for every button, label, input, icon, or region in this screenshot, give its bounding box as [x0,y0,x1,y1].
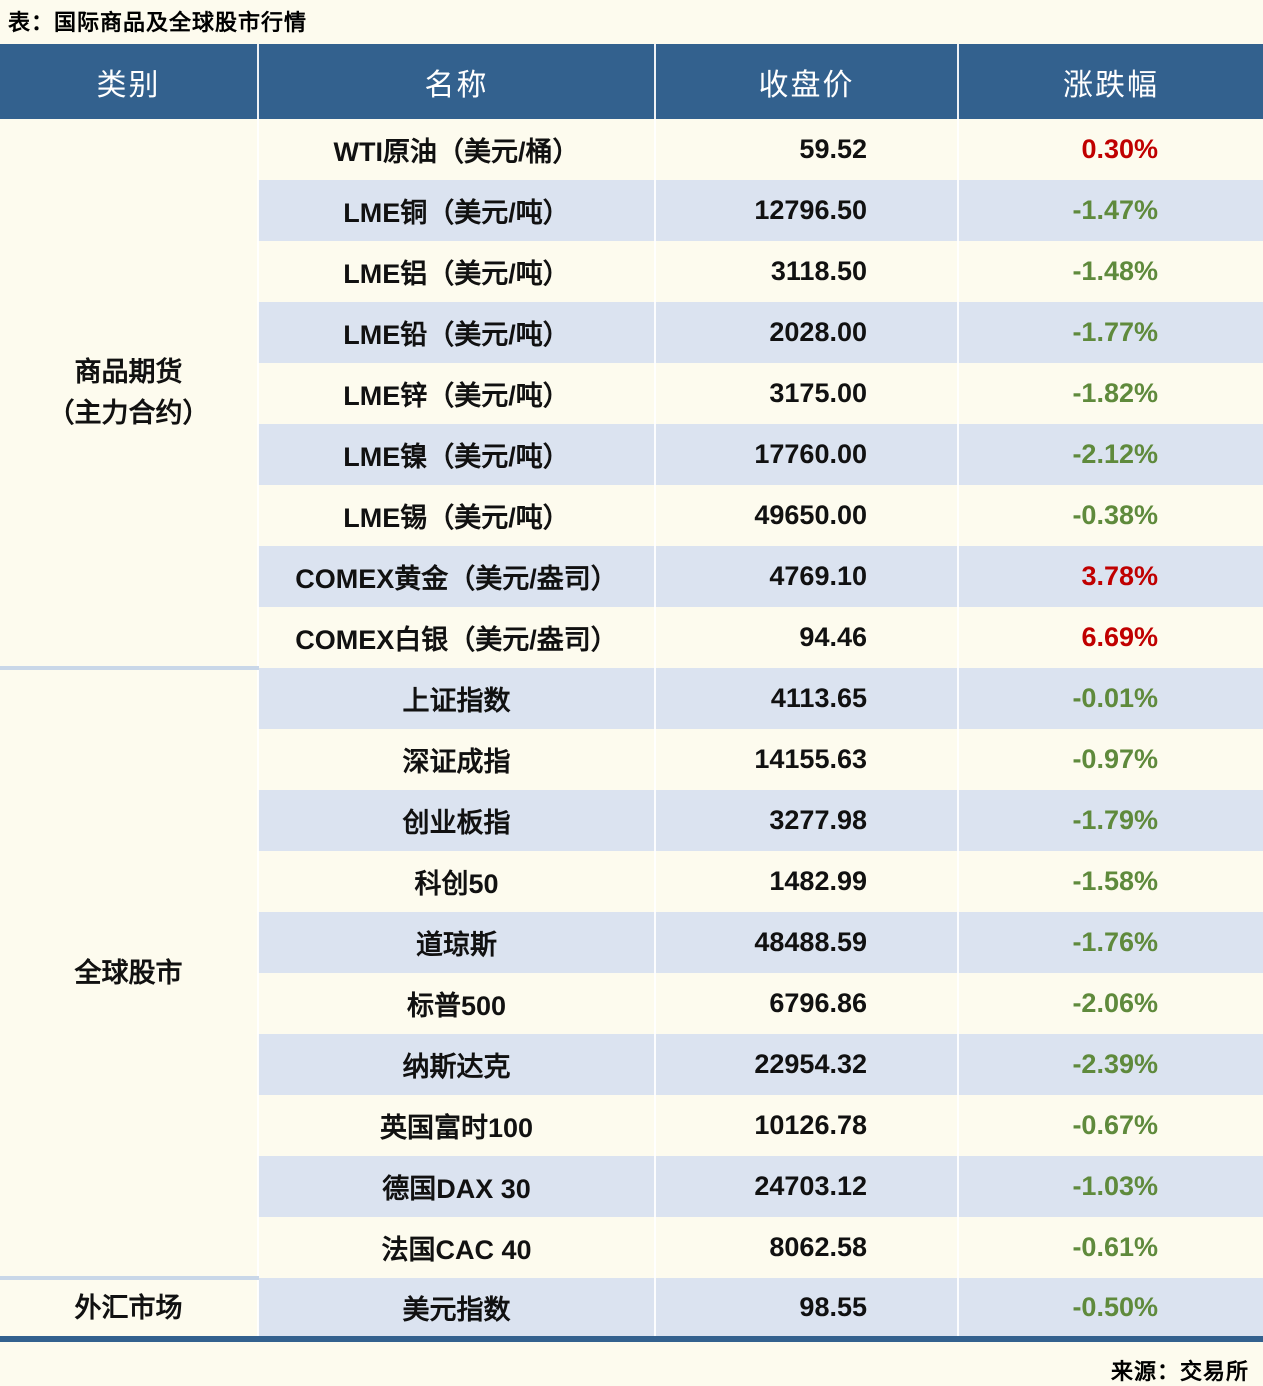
name-cell: COMEX黄金（美元/盎司） [257,546,655,607]
name-cell: 道琼斯 [257,912,655,973]
table-row: 创业板指 3277.98 -1.79% [0,790,1263,851]
category-label-line: （主力合约） [47,397,210,428]
change-pct-cell: 0.30% [957,119,1263,180]
table-row: 纳斯达克 22954.32 -2.39% [0,1034,1263,1095]
name-cell: LME锡（美元/吨） [257,485,655,546]
table-row: LME锡（美元/吨） 49650.00 -0.38% [0,485,1263,546]
change-pct-cell: -0.50% [957,1278,1263,1339]
close-price-cell: 12796.50 [654,180,958,241]
table-row: 道琼斯 48488.59 -1.76% [0,912,1263,973]
close-price-cell: 10126.78 [654,1095,958,1156]
close-price-cell: 14155.63 [654,729,958,790]
close-price-cell: 2028.00 [654,302,958,363]
change-pct-cell: -2.12% [957,424,1263,485]
table-row: 全球股市 上证指数 4113.65 -0.01% [0,666,1263,1278]
close-price-cell: 6796.86 [654,973,958,1034]
name-cell: 法国CAC 40 [257,1217,655,1278]
name-cell: 英国富时100 [257,1095,655,1156]
change-pct-cell: -1.77% [957,302,1263,363]
name-cell: 纳斯达克 [257,1034,655,1095]
header-name: 名称 [257,44,655,119]
change-pct-cell: -0.01% [957,668,1263,729]
name-cell: 上证指数 [257,668,655,729]
close-price-cell: 17760.00 [654,424,958,485]
change-pct-cell: -1.58% [957,851,1263,912]
category-cell: 外汇市场 [0,1276,258,1339]
name-cell: LME锌（美元/吨） [257,363,655,424]
category-label-line: 全球股市 [74,957,183,988]
name-cell: 德国DAX 30 [257,1156,655,1217]
close-price-cell: 4769.10 [654,546,958,607]
table-row: LME锌（美元/吨） 3175.00 -1.82% [0,363,1263,424]
close-price-cell: 59.52 [654,119,958,180]
close-price-cell: 4113.65 [654,668,958,729]
name-cell: 标普500 [257,973,655,1034]
name-cell: LME铜（美元/吨） [257,180,655,241]
close-price-cell: 3277.98 [654,790,958,851]
name-cell: LME铝（美元/吨） [257,241,655,302]
change-pct-cell: 3.78% [957,546,1263,607]
change-pct-cell: -1.03% [957,1156,1263,1217]
change-pct-cell: -0.38% [957,485,1263,546]
change-pct-cell: 6.69% [957,607,1263,668]
close-price-cell: 94.46 [654,607,958,668]
change-pct-cell: -2.39% [957,1034,1263,1095]
table-row: 外汇市场 美元指数 98.55 -0.50% [0,1276,1263,1339]
close-price-cell: 1482.99 [654,851,958,912]
header-row: 类别 名称 收盘价 涨跌幅 [0,44,1263,119]
change-pct-cell: -0.61% [957,1217,1263,1278]
name-cell: COMEX白银（美元/盎司） [257,607,655,668]
close-price-cell: 48488.59 [654,912,958,973]
header-close: 收盘价 [654,44,958,119]
name-cell: 创业板指 [257,790,655,851]
table-row: 科创50 1482.99 -1.58% [0,851,1263,912]
market-table: 类别 名称 收盘价 涨跌幅 商品期货 （主力合约） WTI原油（美元/桶） 59.52… [0,44,1263,1342]
close-price-cell: 8062.58 [654,1217,958,1278]
table-row: LME铅（美元/吨） 2028.00 -1.77% [0,302,1263,363]
table-row: LME铜（美元/吨） 12796.50 -1.47% [0,180,1263,241]
header-change: 涨跌幅 [957,44,1263,119]
name-cell: LME铅（美元/吨） [257,302,655,363]
change-pct-cell: -1.76% [957,912,1263,973]
change-pct-cell: -1.82% [957,363,1263,424]
change-pct-cell: -1.47% [957,180,1263,241]
close-price-cell: 22954.32 [654,1034,958,1095]
category-label-line: 商品期货 [74,357,183,387]
name-cell: 深证成指 [257,729,655,790]
change-pct-cell: -1.79% [957,790,1263,851]
close-price-cell: 3175.00 [654,363,958,424]
table-row: COMEX黄金（美元/盎司） 4769.10 3.78% [0,546,1263,607]
source-note: 来源：交易所 [1110,1359,1249,1384]
table-row: 英国富时100 10126.78 -0.67% [0,1095,1263,1156]
category-cell: 商品期货 （主力合约） [0,119,258,668]
table-body: 商品期货 （主力合约） WTI原油（美元/桶） 59.52 0.30% LME铜（美元/吨… [0,119,1263,1339]
table-row: 商品期货 （主力合约） WTI原油（美元/桶） 59.52 0.30% [0,119,1263,668]
category-cell: 全球股市 [0,666,258,1278]
table-row: 德国DAX 30 24703.12 -1.03% [0,1156,1263,1217]
name-cell: 美元指数 [257,1278,655,1339]
change-pct-cell: -0.97% [957,729,1263,790]
table-row: LME镍（美元/吨） 17760.00 -2.12% [0,424,1263,485]
name-cell: 科创50 [257,851,655,912]
table-row: 深证成指 14155.63 -0.97% [0,729,1263,790]
close-price-cell: 24703.12 [654,1156,958,1217]
table-row: LME铝（美元/吨） 3118.50 -1.48% [0,241,1263,302]
close-price-cell: 49650.00 [654,485,958,546]
table-row: COMEX白银（美元/盎司） 94.46 6.69% [0,607,1263,668]
name-cell: LME镍（美元/吨） [257,424,655,485]
change-pct-cell: -1.48% [957,241,1263,302]
table-header: 类别 名称 收盘价 涨跌幅 [0,44,1263,119]
change-pct-cell: -2.06% [957,973,1263,1034]
table-row: 法国CAC 40 8062.58 -0.61% [0,1217,1263,1278]
name-cell: WTI原油（美元/桶） [257,119,655,180]
table-row: 标普500 6796.86 -2.06% [0,973,1263,1034]
header-category: 类别 [0,44,258,119]
close-price-cell: 98.55 [654,1278,958,1339]
close-price-cell: 3118.50 [654,241,958,302]
category-label-line: 外汇市场 [74,1292,183,1323]
change-pct-cell: -0.67% [957,1095,1263,1156]
page-title: 表：国际商品及全球股市行情 [8,10,308,35]
